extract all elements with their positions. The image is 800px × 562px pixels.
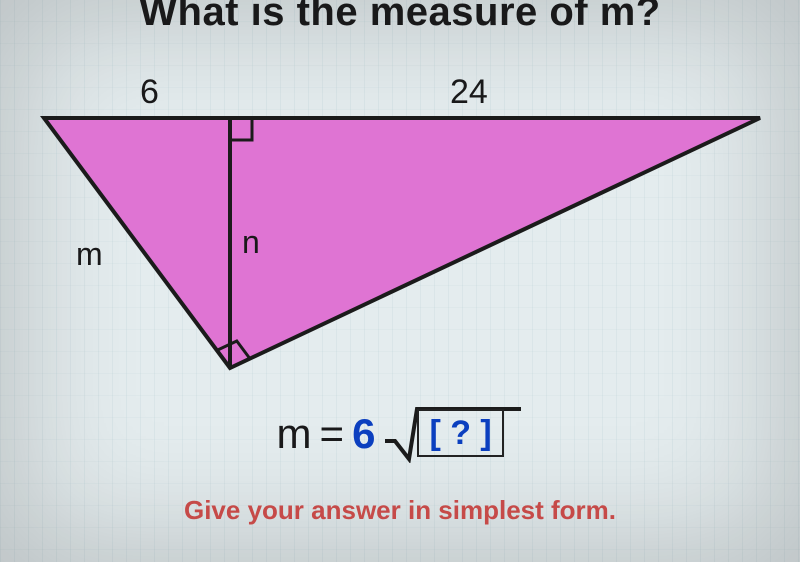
equation: m = 6 [ ? ] [277,405,524,463]
side-label-n: n [242,224,260,261]
answer-input[interactable]: [ ? ] [417,409,503,457]
equation-coefficient: 6 [352,410,375,458]
figure-stage: 6 24 m n [20,38,780,398]
side-label-m: m [76,236,103,273]
question-title: What is the measure of m? [0,0,800,35]
triangle-figure [20,38,780,398]
segment-label-top-right: 24 [450,73,488,112]
radical: [ ? ] [383,405,523,463]
instruction-text: Give your answer in simplest form. [0,495,800,526]
equation-row: m = 6 [ ? ] [0,405,800,475]
equation-lhs: m [277,410,312,458]
segment-label-top-left: 6 [140,73,159,112]
equation-equals: = [320,410,345,458]
